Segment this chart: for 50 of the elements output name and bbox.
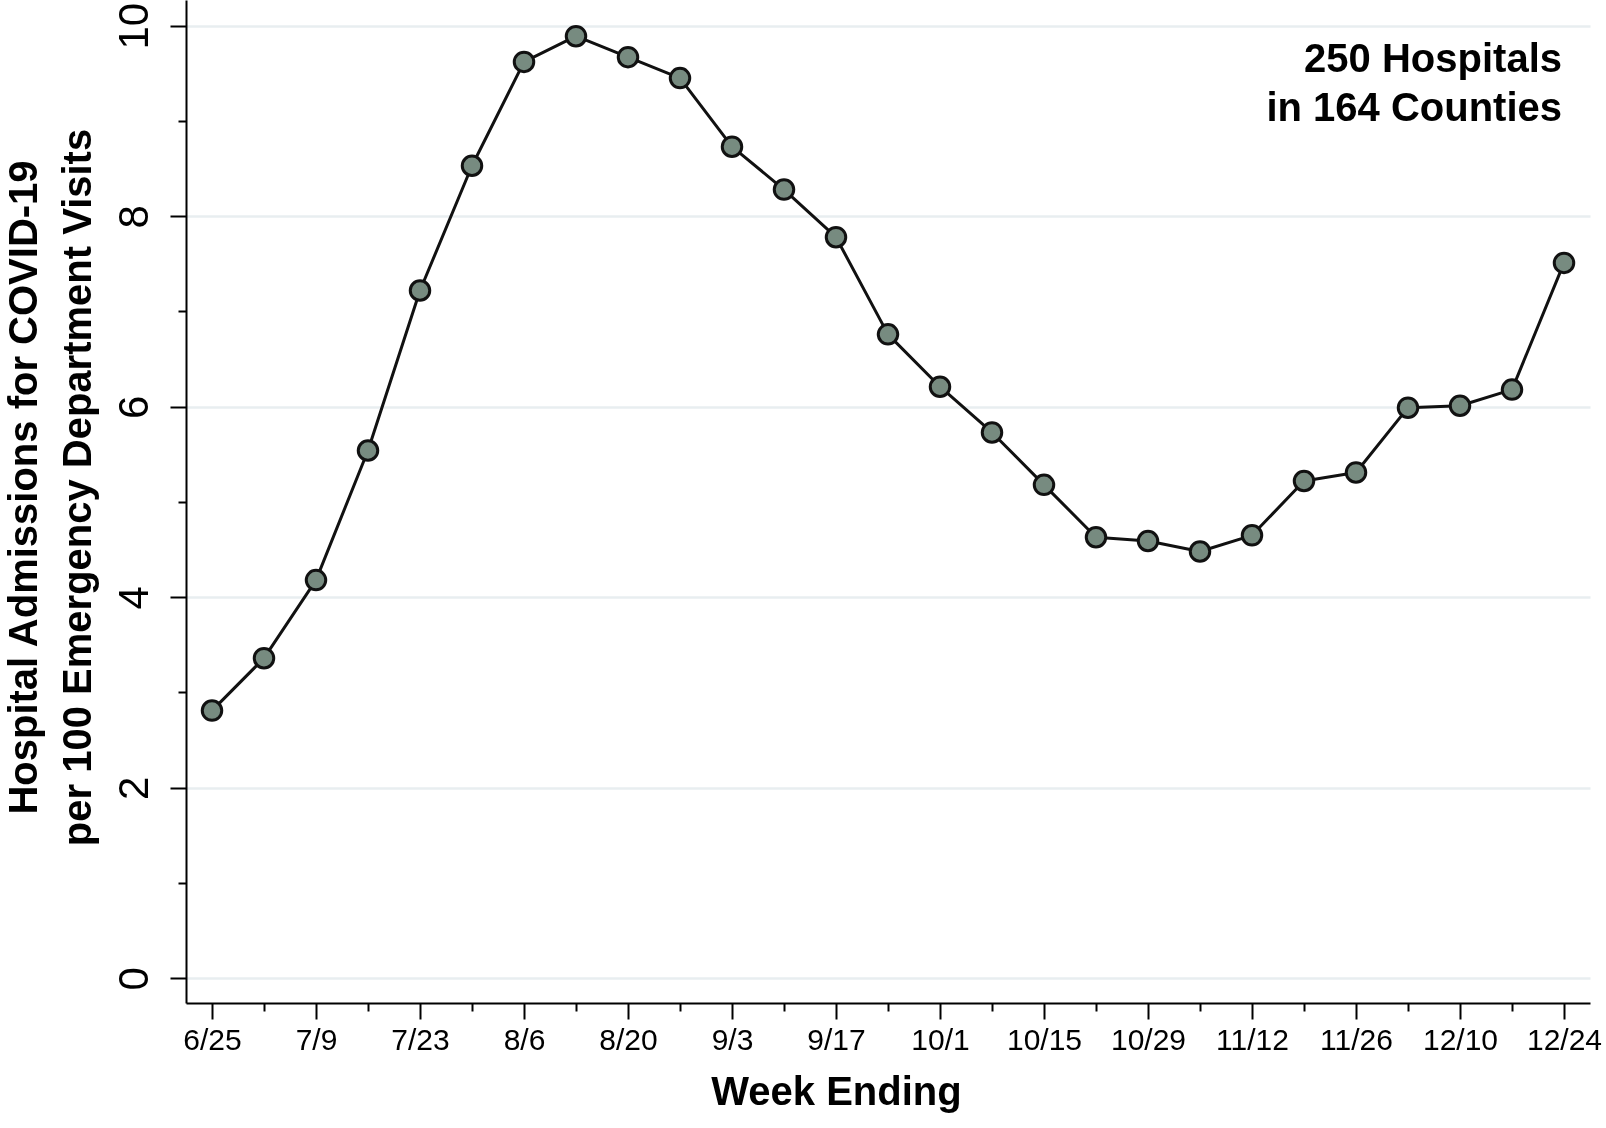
point (252, 646, 276, 670)
point (408, 279, 432, 302)
point (1240, 524, 1264, 547)
x-tick-label: 11/12 (1216, 1022, 1289, 1056)
x-tick-label: 7/23 (391, 1022, 450, 1056)
y-tick-label: 0 (109, 967, 157, 991)
x-tick-label: 12/10 (1422, 1022, 1499, 1056)
point (304, 568, 328, 592)
point (772, 178, 796, 201)
x-tick-label: 12/24 (1526, 1022, 1603, 1056)
x-tick-label: 8/6 (503, 1022, 546, 1056)
point (876, 323, 900, 346)
y-tick-label: 10 (109, 2, 157, 50)
point (356, 439, 380, 462)
point (460, 154, 484, 177)
point (512, 50, 536, 74)
x-tick-label: 10/29 (1110, 1022, 1187, 1056)
x-tick-label: 7/9 (295, 1022, 338, 1056)
point (1448, 394, 1472, 417)
point (1084, 525, 1108, 549)
point (720, 135, 744, 158)
point (1396, 396, 1420, 419)
point (564, 24, 588, 48)
annotation: 250 Hospitals in 164 Counties (1266, 36, 1562, 129)
point (1500, 378, 1524, 401)
y-tick-label: 2 (109, 776, 157, 800)
point (1032, 473, 1056, 497)
point (1552, 251, 1576, 275)
x-tick-label: 9/17 (807, 1022, 866, 1056)
point (200, 699, 224, 722)
x-tick-label: 8/20 (599, 1022, 658, 1056)
point (980, 421, 1004, 444)
x-tick-label: 11/26 (1320, 1022, 1393, 1056)
point (1136, 529, 1160, 553)
x-tick-label: 6/25 (183, 1022, 242, 1056)
x-tick-label: 10/15 (1006, 1022, 1083, 1056)
point (1292, 469, 1316, 493)
point (1188, 540, 1212, 563)
point (616, 45, 640, 69)
point (824, 225, 848, 249)
y-tick-label: 8 (109, 205, 157, 229)
y-axis-title: Hospital Admissions for COVID-19 per 100 Emergency Department Visits (0, 128, 99, 847)
point (668, 66, 692, 90)
x-tick-label: 10/1 (911, 1022, 970, 1056)
y-tick-label: 4 (109, 586, 157, 610)
point (928, 375, 952, 398)
x-tick-label: 9/3 (711, 1022, 754, 1056)
y-tick-label: 6 (109, 395, 157, 419)
point (1344, 461, 1368, 484)
x-axis-title: Week Ending (711, 1068, 962, 1113)
